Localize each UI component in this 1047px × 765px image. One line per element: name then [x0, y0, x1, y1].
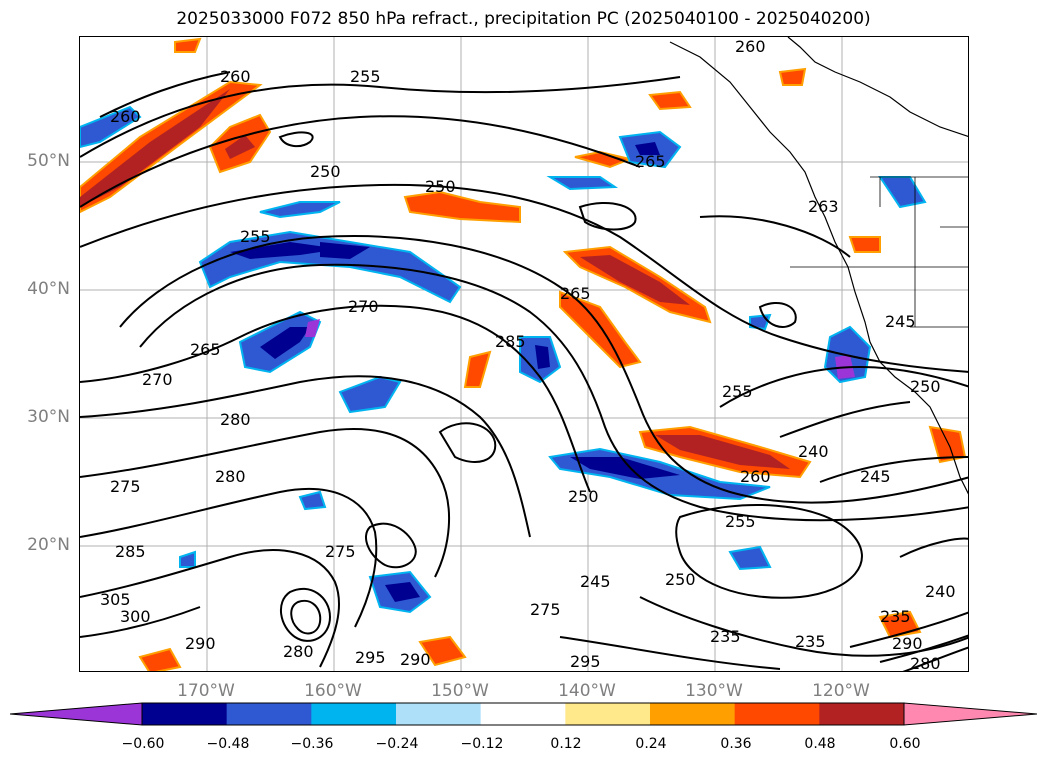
contour-label: 260 — [735, 37, 766, 56]
colorbar-tick-label: 0.36 — [720, 736, 752, 752]
contour-label: 255 — [722, 382, 753, 401]
contour-label: 255 — [725, 512, 756, 531]
contour-label-group: 260 255 260 265 250 250 255 260 265 265 … — [100, 37, 956, 672]
contour-label: 305 — [100, 590, 131, 609]
contour-label: 290 — [892, 634, 923, 653]
contour-label: 280 — [220, 410, 251, 429]
contour-label: 250 — [310, 162, 341, 181]
contour-label: 245 — [860, 467, 891, 486]
contour-label: 263 — [808, 197, 839, 216]
contour-label: 285 — [115, 542, 146, 561]
contour-label: 250 — [425, 177, 456, 196]
contour-label: 245 — [580, 572, 611, 591]
contour-label: 275 — [110, 477, 141, 496]
contour-label: 280 — [215, 467, 246, 486]
chart-title: 2025033000 F072 850 hPa refract., precip… — [176, 9, 871, 29]
colorbar-tick-label: −0.24 — [375, 736, 419, 752]
colorbar-cell — [396, 703, 482, 725]
lat-label: 40°N — [27, 279, 70, 299]
lon-label: 160°W — [304, 681, 362, 701]
contour-label: 255 — [350, 67, 381, 86]
colorbar-cell — [142, 703, 228, 725]
contour-label: 285 — [495, 332, 526, 351]
colorbar-extend-high — [904, 703, 1037, 725]
lon-label: 120°W — [812, 681, 870, 701]
contour-label: 295 — [570, 652, 601, 671]
colorbar-tick-label: −0.60 — [121, 736, 165, 752]
contour-label: 260 — [110, 107, 141, 126]
colorbar-cell — [311, 703, 397, 725]
colorbar-cell — [819, 703, 905, 725]
colorbar — [10, 702, 1037, 726]
contour-label: 280 — [910, 654, 941, 672]
lon-label: 140°W — [558, 681, 616, 701]
contour-label: 235 — [880, 607, 911, 626]
graticule — [80, 37, 968, 671]
contour-label: 250 — [910, 377, 941, 396]
contour-label: 290 — [185, 634, 216, 653]
contour-label: 275 — [325, 542, 356, 561]
lat-label: 20°N — [27, 535, 70, 555]
contour-label: 245 — [885, 312, 916, 331]
colorbar-tick-label: 0.24 — [635, 736, 667, 752]
colorbar-extend-low — [10, 703, 142, 725]
contour-label: 280 — [283, 642, 314, 661]
contour-label: 300 — [120, 607, 151, 626]
colorbar-cell — [734, 703, 820, 725]
colorbar-tick-label: −0.48 — [206, 736, 250, 752]
contour-label: 250 — [665, 570, 696, 589]
contour-label: 265 — [190, 340, 221, 359]
colorbar-tick-label: 0.12 — [550, 736, 582, 752]
shaded-fields — [80, 37, 967, 671]
refractivity-contours — [80, 71, 968, 671]
contour-label: 235 — [795, 632, 826, 651]
colorbar-cell — [226, 703, 312, 725]
contour-label: 265 — [560, 284, 591, 303]
contour-label: 260 — [220, 67, 251, 86]
colorbar-tick-label: 0.48 — [804, 736, 836, 752]
colorbar-cell — [650, 703, 736, 725]
colorbar-tick-label: −0.12 — [460, 736, 504, 752]
map-panel: 260 255 260 265 250 250 255 260 265 265 … — [79, 36, 969, 672]
lon-label: 130°W — [685, 681, 743, 701]
contour-label: 275 — [530, 600, 561, 619]
contour-label: 270 — [142, 370, 173, 389]
contour-label: 255 — [240, 227, 271, 246]
contour-label: 270 — [348, 297, 379, 316]
lon-label: 170°W — [177, 681, 235, 701]
lat-label: 50°N — [27, 151, 70, 171]
colorbar-cell — [565, 703, 651, 725]
colorbar-tick-label: −0.36 — [290, 736, 334, 752]
colorbar-cell — [480, 703, 566, 725]
contour-label: 265 — [635, 152, 666, 171]
colorbar-tick-label: 0.60 — [889, 736, 921, 752]
lat-label: 30°N — [27, 407, 70, 427]
contour-label: 240 — [798, 442, 829, 461]
contour-label: 240 — [925, 582, 956, 601]
lon-label: 150°W — [431, 681, 489, 701]
contour-label: 295 — [355, 648, 386, 667]
coastline — [669, 37, 968, 495]
map-canvas: 260 255 260 265 250 250 255 260 265 265 … — [80, 37, 968, 672]
contour-label: 290 — [400, 650, 431, 669]
contour-label: 235 — [710, 627, 741, 646]
contour-label: 250 — [568, 487, 599, 506]
contour-label: 260 — [740, 467, 771, 486]
